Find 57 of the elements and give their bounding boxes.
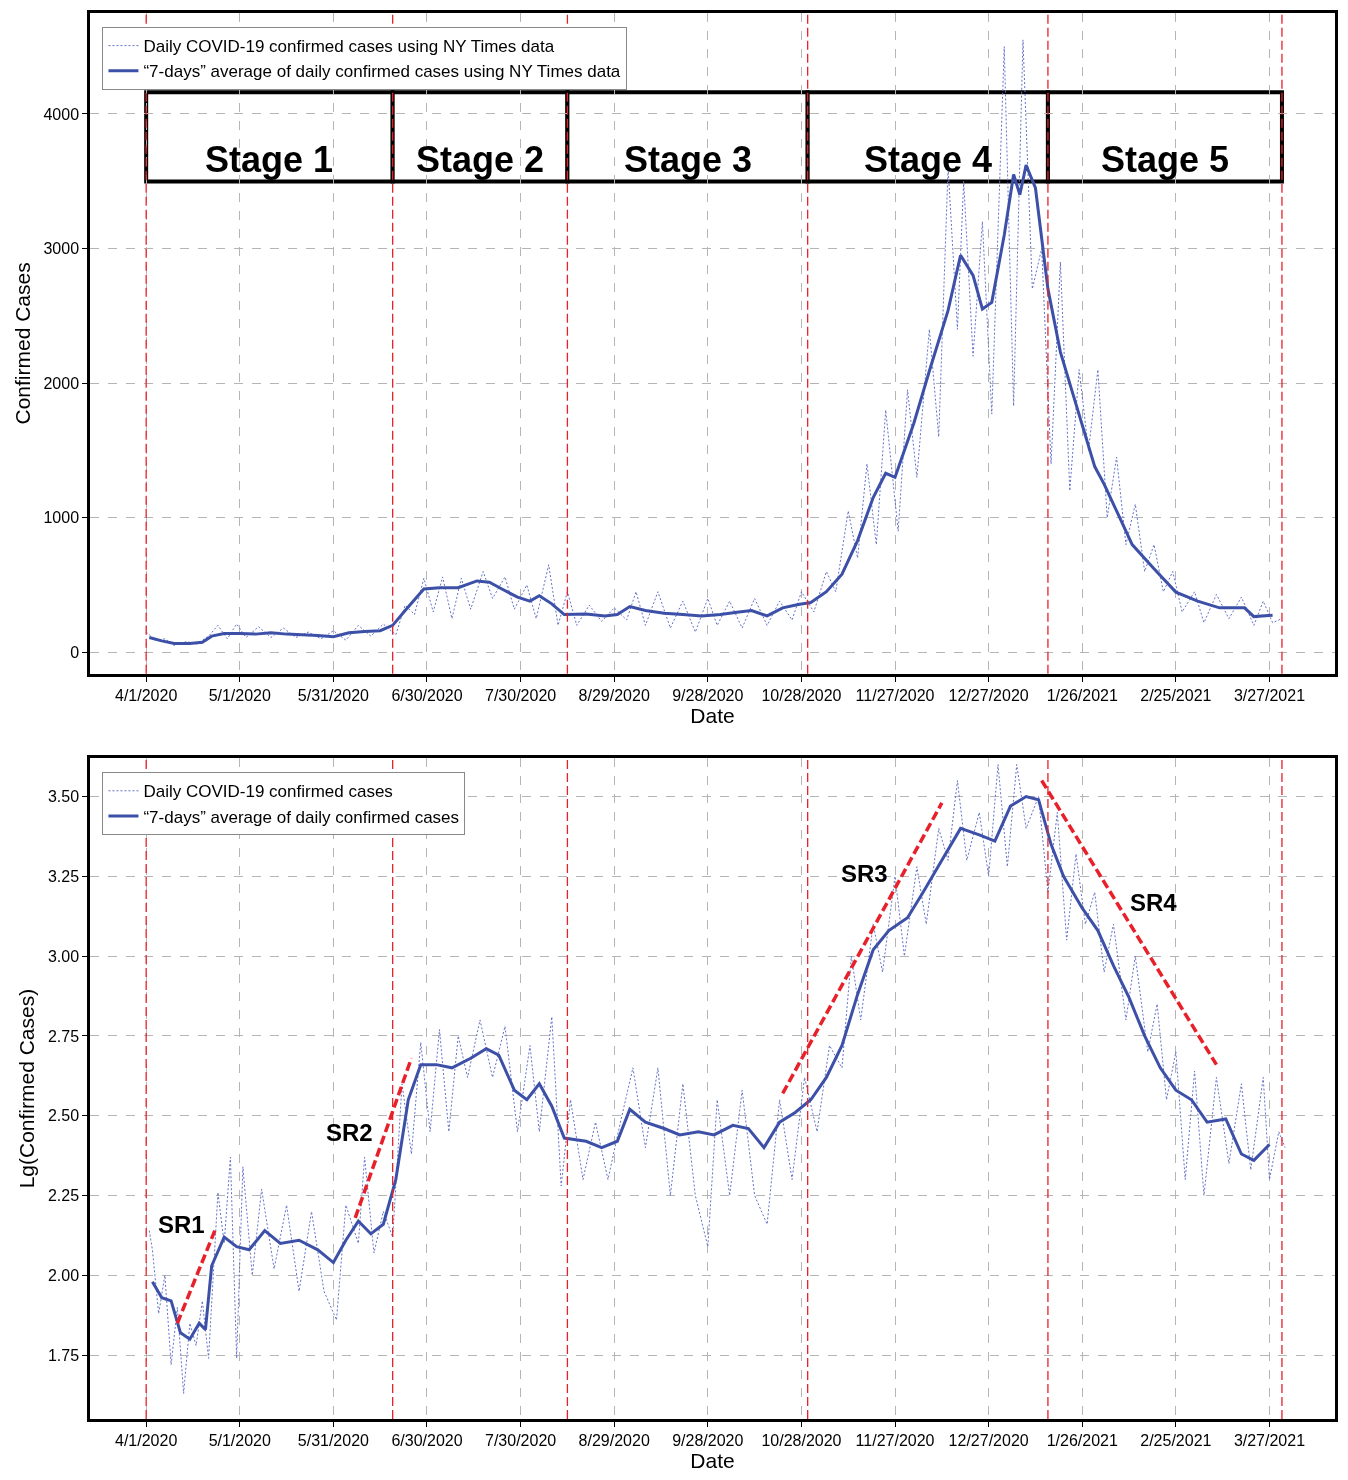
legend-label: “7-days” average of daily confirmed cases [143,807,460,827]
annotation: SR4 [1130,889,1178,916]
x-axis-title: Date [690,1449,735,1473]
y-tick-label: 2.00 [47,1266,80,1284]
x-tick-label: 5/1/2020 [208,686,272,704]
x-tick-label: 6/30/2020 [391,686,463,704]
y-tick-label: 1000 [43,509,80,527]
band-label: Stage 5 [1101,139,1230,180]
x-axis-title: Date [690,703,735,727]
x-tick-label: 3/27/2021 [1233,686,1306,704]
x-tick-label: 7/30/2020 [485,1431,557,1449]
y-tick-label: 3.00 [47,947,80,965]
y-axis-title: Confirmed Cases [10,262,34,425]
y-tick-label: 4000 [43,105,80,123]
y-tick-label: 3.50 [47,788,80,806]
y-tick-label: 3000 [43,240,80,258]
x-tick-label: 12/27/2020 [948,686,1029,704]
y-tick-label: 2.25 [47,1187,80,1205]
x-tick-label: 1/26/2021 [1046,686,1118,704]
band-label: Stage 2 [416,139,545,180]
x-tick-label: 11/27/2020 [855,1431,935,1449]
annotation: SR2 [326,1119,373,1146]
x-tick-label: 8/29/2020 [578,1431,650,1449]
x-tick-label: 2/25/2021 [1140,1431,1212,1449]
x-tick-label: 9/28/2020 [672,686,744,704]
x-tick-label: 11/27/2020 [855,686,935,704]
annotation: SR1 [158,1211,205,1238]
x-tick-label: 8/29/2020 [578,686,650,704]
x-tick-label: 4/1/2020 [115,1431,178,1449]
y-axis-title: Lg(Confirmed Cases) [15,988,39,1189]
x-tick-label: 5/31/2020 [297,1431,370,1449]
x-tick-label: 7/30/2020 [485,686,557,704]
legend-label: “7-days” average of daily confirmed cases using NY Times data [143,62,621,82]
band-label: Stage 4 [864,139,993,180]
y-tick-label: 3.25 [47,867,80,885]
x-tick-label: 12/27/2020 [948,1431,1029,1449]
x-tick-label: 5/31/2020 [297,686,370,704]
legend-label: Daily COVID-19 confirmed cases [143,782,393,802]
x-tick-label: 3/27/2021 [1233,1431,1306,1449]
band-label: Stage 1 [205,139,334,180]
x-tick-label: 10/28/2020 [761,1431,842,1449]
x-tick-label: 10/28/2020 [761,686,842,704]
x-tick-label: 4/1/2020 [115,686,178,704]
line-series [145,39,1283,647]
y-tick-label: 2.50 [47,1107,80,1125]
y-tick-label: 1.75 [47,1346,80,1364]
annotation: SR3 [841,860,888,887]
x-tick-label: 9/28/2020 [672,1431,744,1449]
x-tick-label: 2/25/2021 [1140,686,1212,704]
y-tick-label: 2000 [43,374,80,392]
y-tick-label: 2.75 [47,1027,80,1045]
x-tick-label: 6/30/2020 [391,1431,463,1449]
legend-label: Daily COVID-19 confirmed cases using NY Times data [143,37,555,57]
x-tick-label: 1/26/2021 [1046,1431,1118,1449]
x-tick-label: 5/1/2020 [208,1431,272,1449]
y-tick-label: 0 [70,643,80,661]
band-label: Stage 3 [624,139,753,180]
